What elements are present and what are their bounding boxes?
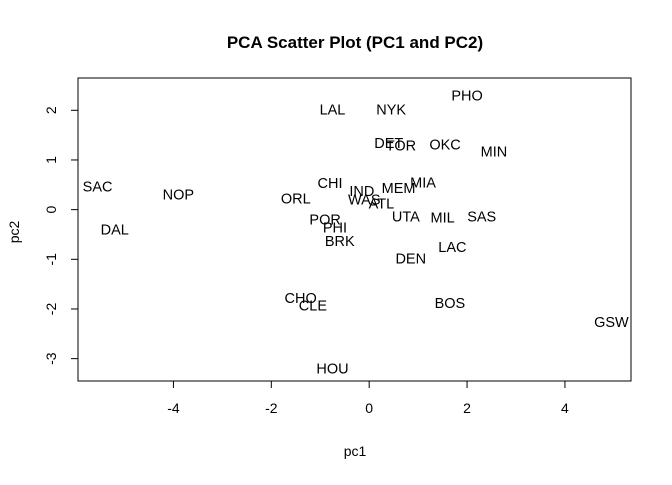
point-label-phi: PHI <box>323 221 347 237</box>
y-tick-label: -3 <box>43 352 59 365</box>
y-tick-label: -2 <box>43 303 59 316</box>
y-tick-label: 0 <box>43 206 59 214</box>
point-label-uta: UTA <box>392 210 420 226</box>
plot-frame <box>77 77 632 382</box>
point-label-mem: MEM <box>382 181 416 197</box>
point-label-pho: PHO <box>451 88 482 104</box>
x-tick-label: 0 <box>365 400 373 416</box>
point-label-atl: ATL <box>369 197 395 213</box>
point-label-gsw: GSW <box>594 315 629 331</box>
point-label-tor: TOR <box>386 139 416 155</box>
y-axis-title: pc2 <box>6 221 22 244</box>
point-label-sas: SAS <box>467 210 496 226</box>
y-tick-label: -1 <box>43 253 59 266</box>
point-label-min: MIN <box>481 145 508 161</box>
point-label-mil: MIL <box>431 211 455 227</box>
point-label-orl: ORL <box>281 192 311 208</box>
point-label-nyk: NYK <box>376 102 406 118</box>
point-label-cle: CLE <box>299 298 328 314</box>
y-tick-label: 2 <box>43 106 59 114</box>
point-label-okc: OKC <box>429 138 460 154</box>
point-label-was: WAS <box>348 193 381 209</box>
point-label-lal: LAL <box>320 102 346 118</box>
point-label-mia: MIA <box>410 175 436 191</box>
point-label-det: DET <box>374 136 403 152</box>
point-label-nop: NOP <box>163 188 194 204</box>
point-label-brk: BRK <box>325 234 355 250</box>
point-label-lac: LAC <box>438 240 466 256</box>
y-tick-label: 1 <box>43 156 59 164</box>
point-label-chi: CHI <box>318 176 343 192</box>
point-label-bos: BOS <box>435 296 466 312</box>
point-label-dal: DAL <box>101 222 129 238</box>
point-label-sac: SAC <box>83 179 113 195</box>
x-tick-label: 2 <box>463 400 471 416</box>
x-tick-label: 4 <box>561 400 569 416</box>
x-tick-label: -2 <box>265 400 278 416</box>
point-label-por: POR <box>309 213 340 229</box>
point-label-ind: IND <box>349 184 374 200</box>
point-label-hou: HOU <box>316 362 348 378</box>
x-tick-label: -4 <box>167 400 180 416</box>
point-label-den: DEN <box>395 251 426 267</box>
point-label-cho: CHO <box>285 291 317 307</box>
x-axis-title: pc1 <box>344 443 367 459</box>
chart-title: PCA Scatter Plot (PC1 and PC2) <box>227 33 483 52</box>
